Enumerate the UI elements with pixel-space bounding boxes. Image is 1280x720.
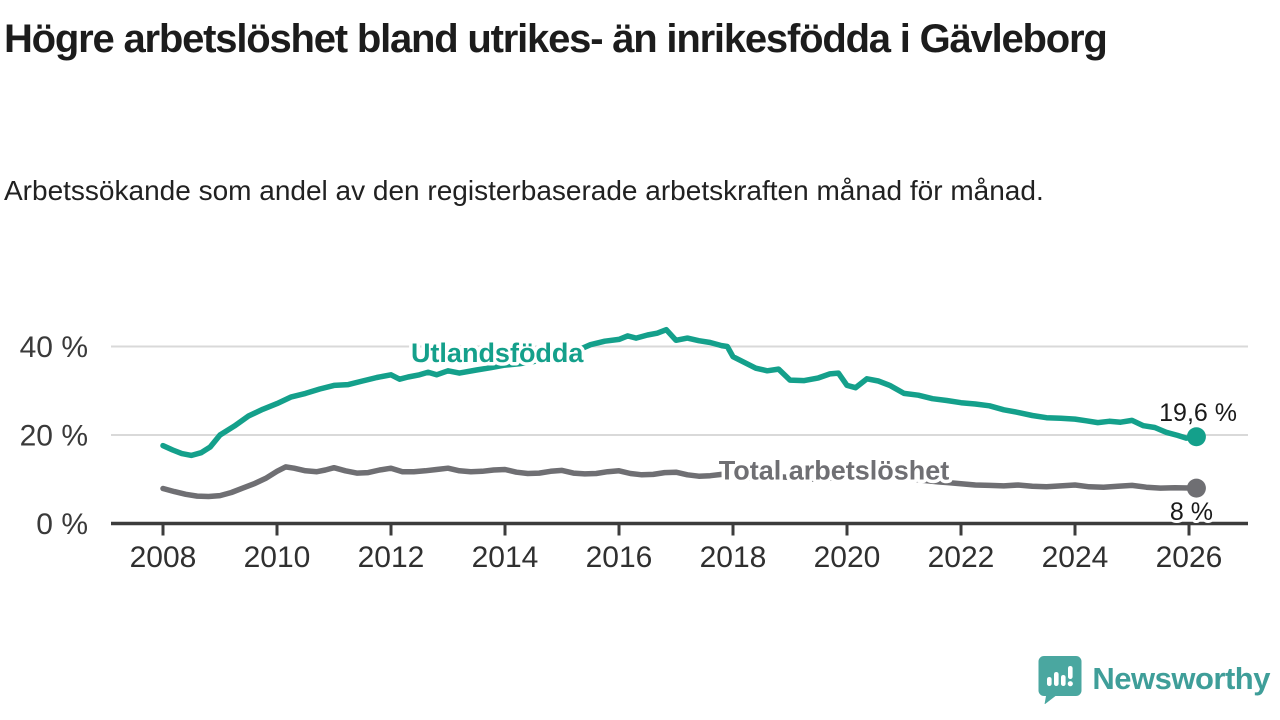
y-axis-label-0: 0 % [36, 508, 88, 541]
y-axis-label-20: 20 % [20, 420, 88, 453]
logo-bar-2 [1054, 672, 1059, 686]
series-label-utlandsfodda: Utlandsfödda [411, 338, 584, 368]
speech-bubble-shape [1038, 656, 1082, 704]
logo-exclamation-bar [1068, 666, 1073, 679]
end-dot-total-arbetsloshet [1186, 478, 1206, 498]
logo-bar-3 [1061, 675, 1066, 686]
brand-name: Newsworthy [1092, 661, 1270, 696]
chart-subtitle: Arbetssökande som andel av den registerb… [4, 175, 1044, 206]
end-value-label-total-arbetsloshet: 8 % [1170, 498, 1213, 526]
x-tick-label-2014: 2014 [472, 541, 539, 574]
end-value-label-utlandsfodda: 19,6 % [1159, 399, 1237, 427]
series-line-utlandsfodda [160, 326, 1200, 459]
newsworthy-brand: Newsworthy [1037, 654, 1270, 704]
x-tick-label-2018: 2018 [700, 541, 767, 574]
x-tick-label-2024: 2024 [1042, 541, 1109, 574]
page-title: Högre arbetslöshet bland utrikes- än inr… [4, 17, 1108, 61]
y-axis-label-40: 40 % [20, 331, 88, 364]
series-line-total-arbetsloshet [160, 464, 1200, 500]
x-tick-label-2010: 2010 [244, 541, 311, 574]
end-dot-utlandsfodda [1186, 427, 1206, 447]
newsworthy-logo-icon [1038, 656, 1082, 704]
series-label-total-arbetsloshet: Total arbetslöshet [719, 455, 950, 485]
logo-bar-1 [1047, 677, 1052, 686]
logo-exclamation-dot [1068, 681, 1074, 687]
x-tick-label-2008: 2008 [130, 541, 197, 574]
x-tick-label-2020: 2020 [814, 541, 881, 574]
x-tick-label-2022: 2022 [928, 541, 995, 574]
x-tick-label-2012: 2012 [358, 541, 425, 574]
x-tick-label-2026: 2026 [1156, 541, 1223, 574]
x-tick-label-2016: 2016 [586, 541, 653, 574]
